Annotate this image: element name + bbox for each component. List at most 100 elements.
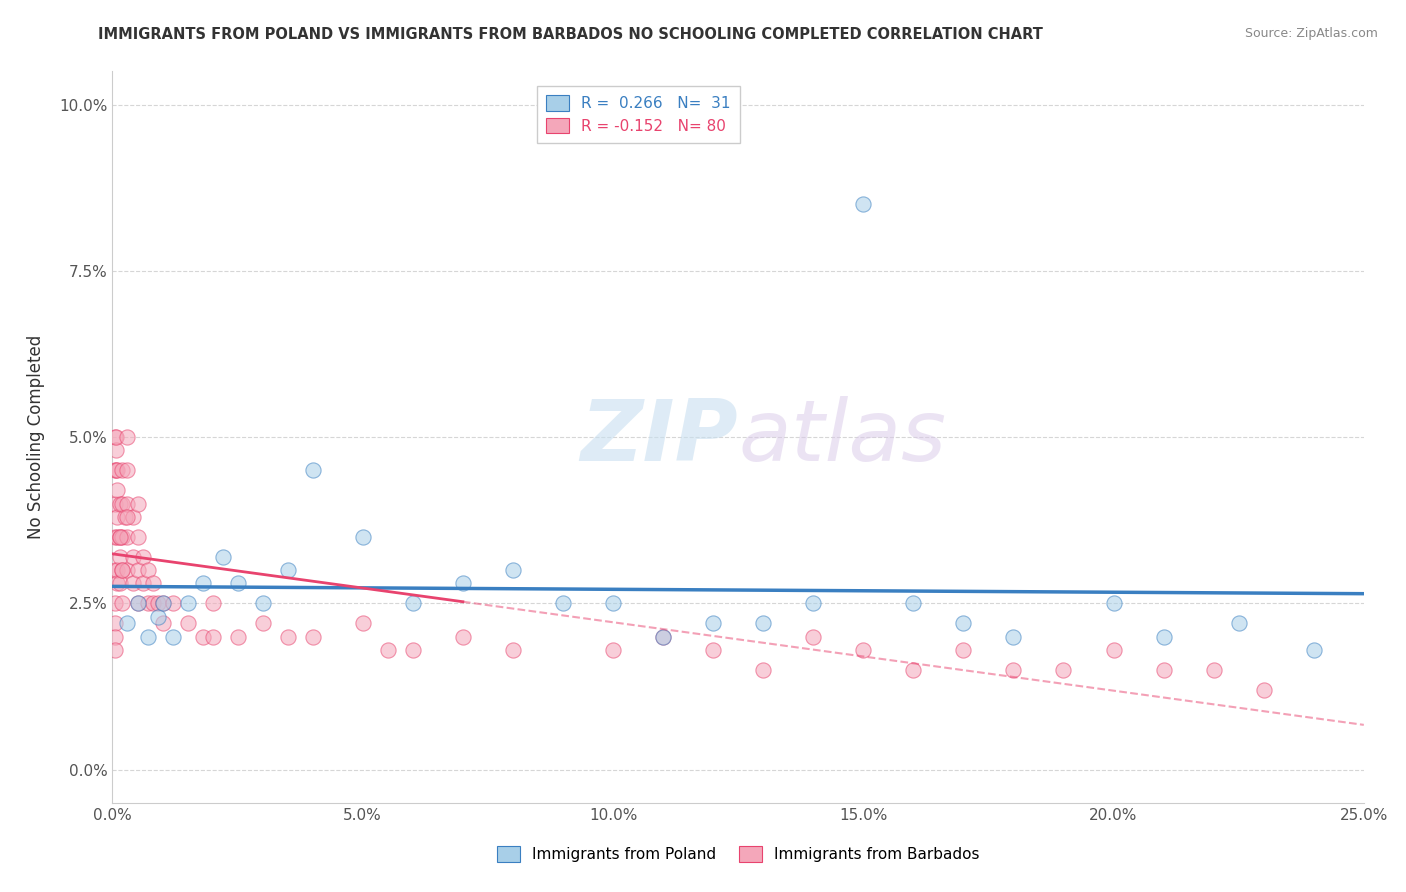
Point [108, 549, 131, 564]
Point [107, 463, 129, 477]
Point [277, 630, 299, 644]
Point [301, 463, 323, 477]
Point [111, 563, 134, 577]
Point [127, 596, 149, 610]
Point [1102, 596, 1125, 610]
Point [752, 663, 775, 677]
Point [121, 576, 143, 591]
Point [952, 643, 974, 657]
Point [117, 463, 139, 477]
Point [131, 576, 153, 591]
Point [451, 630, 474, 644]
Legend: Immigrants from Poland, Immigrants from Barbados: Immigrants from Poland, Immigrants from … [491, 840, 986, 868]
Point [107, 530, 129, 544]
Point [752, 616, 775, 631]
Point [176, 596, 198, 610]
Point [117, 430, 139, 444]
Point [152, 596, 174, 610]
Point [377, 643, 399, 657]
Point [105, 463, 128, 477]
Point [1153, 630, 1175, 644]
Point [117, 563, 139, 577]
Point [136, 563, 159, 577]
Point [162, 596, 184, 610]
Point [105, 430, 128, 444]
Text: atlas: atlas [738, 395, 946, 479]
Point [252, 596, 274, 610]
Text: Source: ZipAtlas.com: Source: ZipAtlas.com [1244, 27, 1378, 40]
Point [602, 643, 624, 657]
Point [111, 497, 134, 511]
Point [1052, 663, 1074, 677]
Point [108, 530, 131, 544]
Point [108, 530, 131, 544]
Point [136, 596, 159, 610]
Point [141, 596, 163, 610]
Point [801, 630, 824, 644]
Point [117, 497, 139, 511]
Point [111, 563, 134, 577]
Point [176, 616, 198, 631]
Point [903, 596, 925, 610]
Point [301, 630, 323, 644]
Point [104, 630, 127, 644]
Point [108, 576, 131, 591]
Point [1102, 643, 1125, 657]
Point [211, 549, 233, 564]
Point [136, 630, 159, 644]
Point [1002, 630, 1025, 644]
Point [121, 509, 143, 524]
Point [702, 616, 724, 631]
Point [1002, 663, 1025, 677]
Point [107, 483, 129, 498]
Point [226, 576, 249, 591]
Point [104, 563, 127, 577]
Point [702, 643, 724, 657]
Point [107, 563, 129, 577]
Point [117, 616, 139, 631]
Point [146, 596, 169, 610]
Y-axis label: No Schooling Completed: No Schooling Completed [27, 335, 45, 539]
Point [131, 549, 153, 564]
Point [903, 663, 925, 677]
Point [402, 643, 425, 657]
Point [108, 497, 131, 511]
Point [852, 197, 875, 211]
Point [502, 643, 524, 657]
Point [117, 509, 139, 524]
Point [127, 563, 149, 577]
Point [277, 563, 299, 577]
Point [352, 616, 374, 631]
Point [104, 616, 127, 631]
Point [104, 463, 127, 477]
Point [1253, 682, 1275, 697]
Point [117, 530, 139, 544]
Point [104, 497, 127, 511]
Point [801, 596, 824, 610]
Point [152, 596, 174, 610]
Text: IMMIGRANTS FROM POLAND VS IMMIGRANTS FROM BARBADOS NO SCHOOLING COMPLETED CORREL: IMMIGRANTS FROM POLAND VS IMMIGRANTS FRO… [98, 27, 1043, 42]
Point [105, 443, 128, 458]
Point [226, 630, 249, 644]
Point [162, 630, 184, 644]
Point [104, 596, 127, 610]
Point [201, 630, 224, 644]
Point [104, 643, 127, 657]
Point [1202, 663, 1225, 677]
Point [1227, 616, 1250, 631]
Point [141, 576, 163, 591]
Point [201, 596, 224, 610]
Point [502, 563, 524, 577]
Point [104, 530, 127, 544]
Point [127, 497, 149, 511]
Point [191, 630, 214, 644]
Point [952, 616, 974, 631]
Point [127, 530, 149, 544]
Point [1153, 663, 1175, 677]
Point [104, 430, 127, 444]
Point [107, 576, 129, 591]
Point [451, 576, 474, 591]
Point [352, 530, 374, 544]
Point [652, 630, 675, 644]
Point [111, 530, 134, 544]
